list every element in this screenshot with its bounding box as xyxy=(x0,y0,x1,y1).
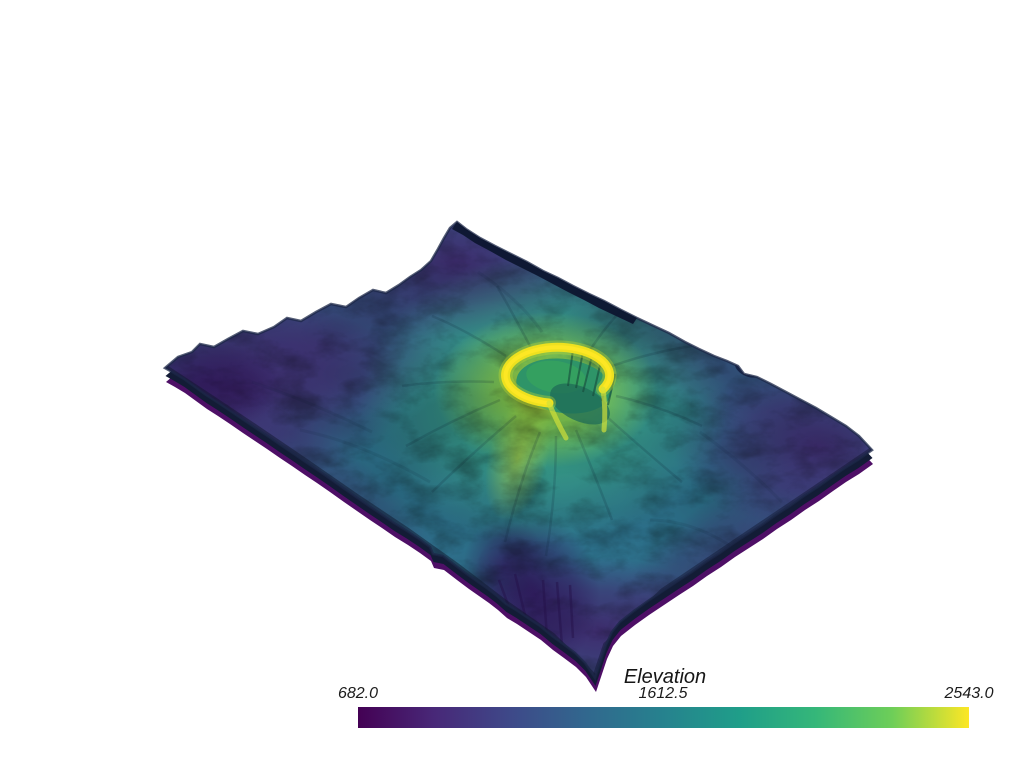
crater-rim xyxy=(498,340,617,441)
colorbar-title: Elevation xyxy=(623,666,707,688)
terrain-surface xyxy=(165,222,872,678)
volcano-crater xyxy=(498,340,617,441)
colorbar-gradient xyxy=(358,707,969,728)
colorbar-tick-max: 2543.0 xyxy=(944,685,994,702)
north-back-wall xyxy=(452,222,637,324)
colorbar-tick-mid: 1612.5 xyxy=(638,685,688,702)
terrain-texture-fine xyxy=(165,222,872,678)
colorbar-tick-min: 682.0 xyxy=(337,685,379,702)
